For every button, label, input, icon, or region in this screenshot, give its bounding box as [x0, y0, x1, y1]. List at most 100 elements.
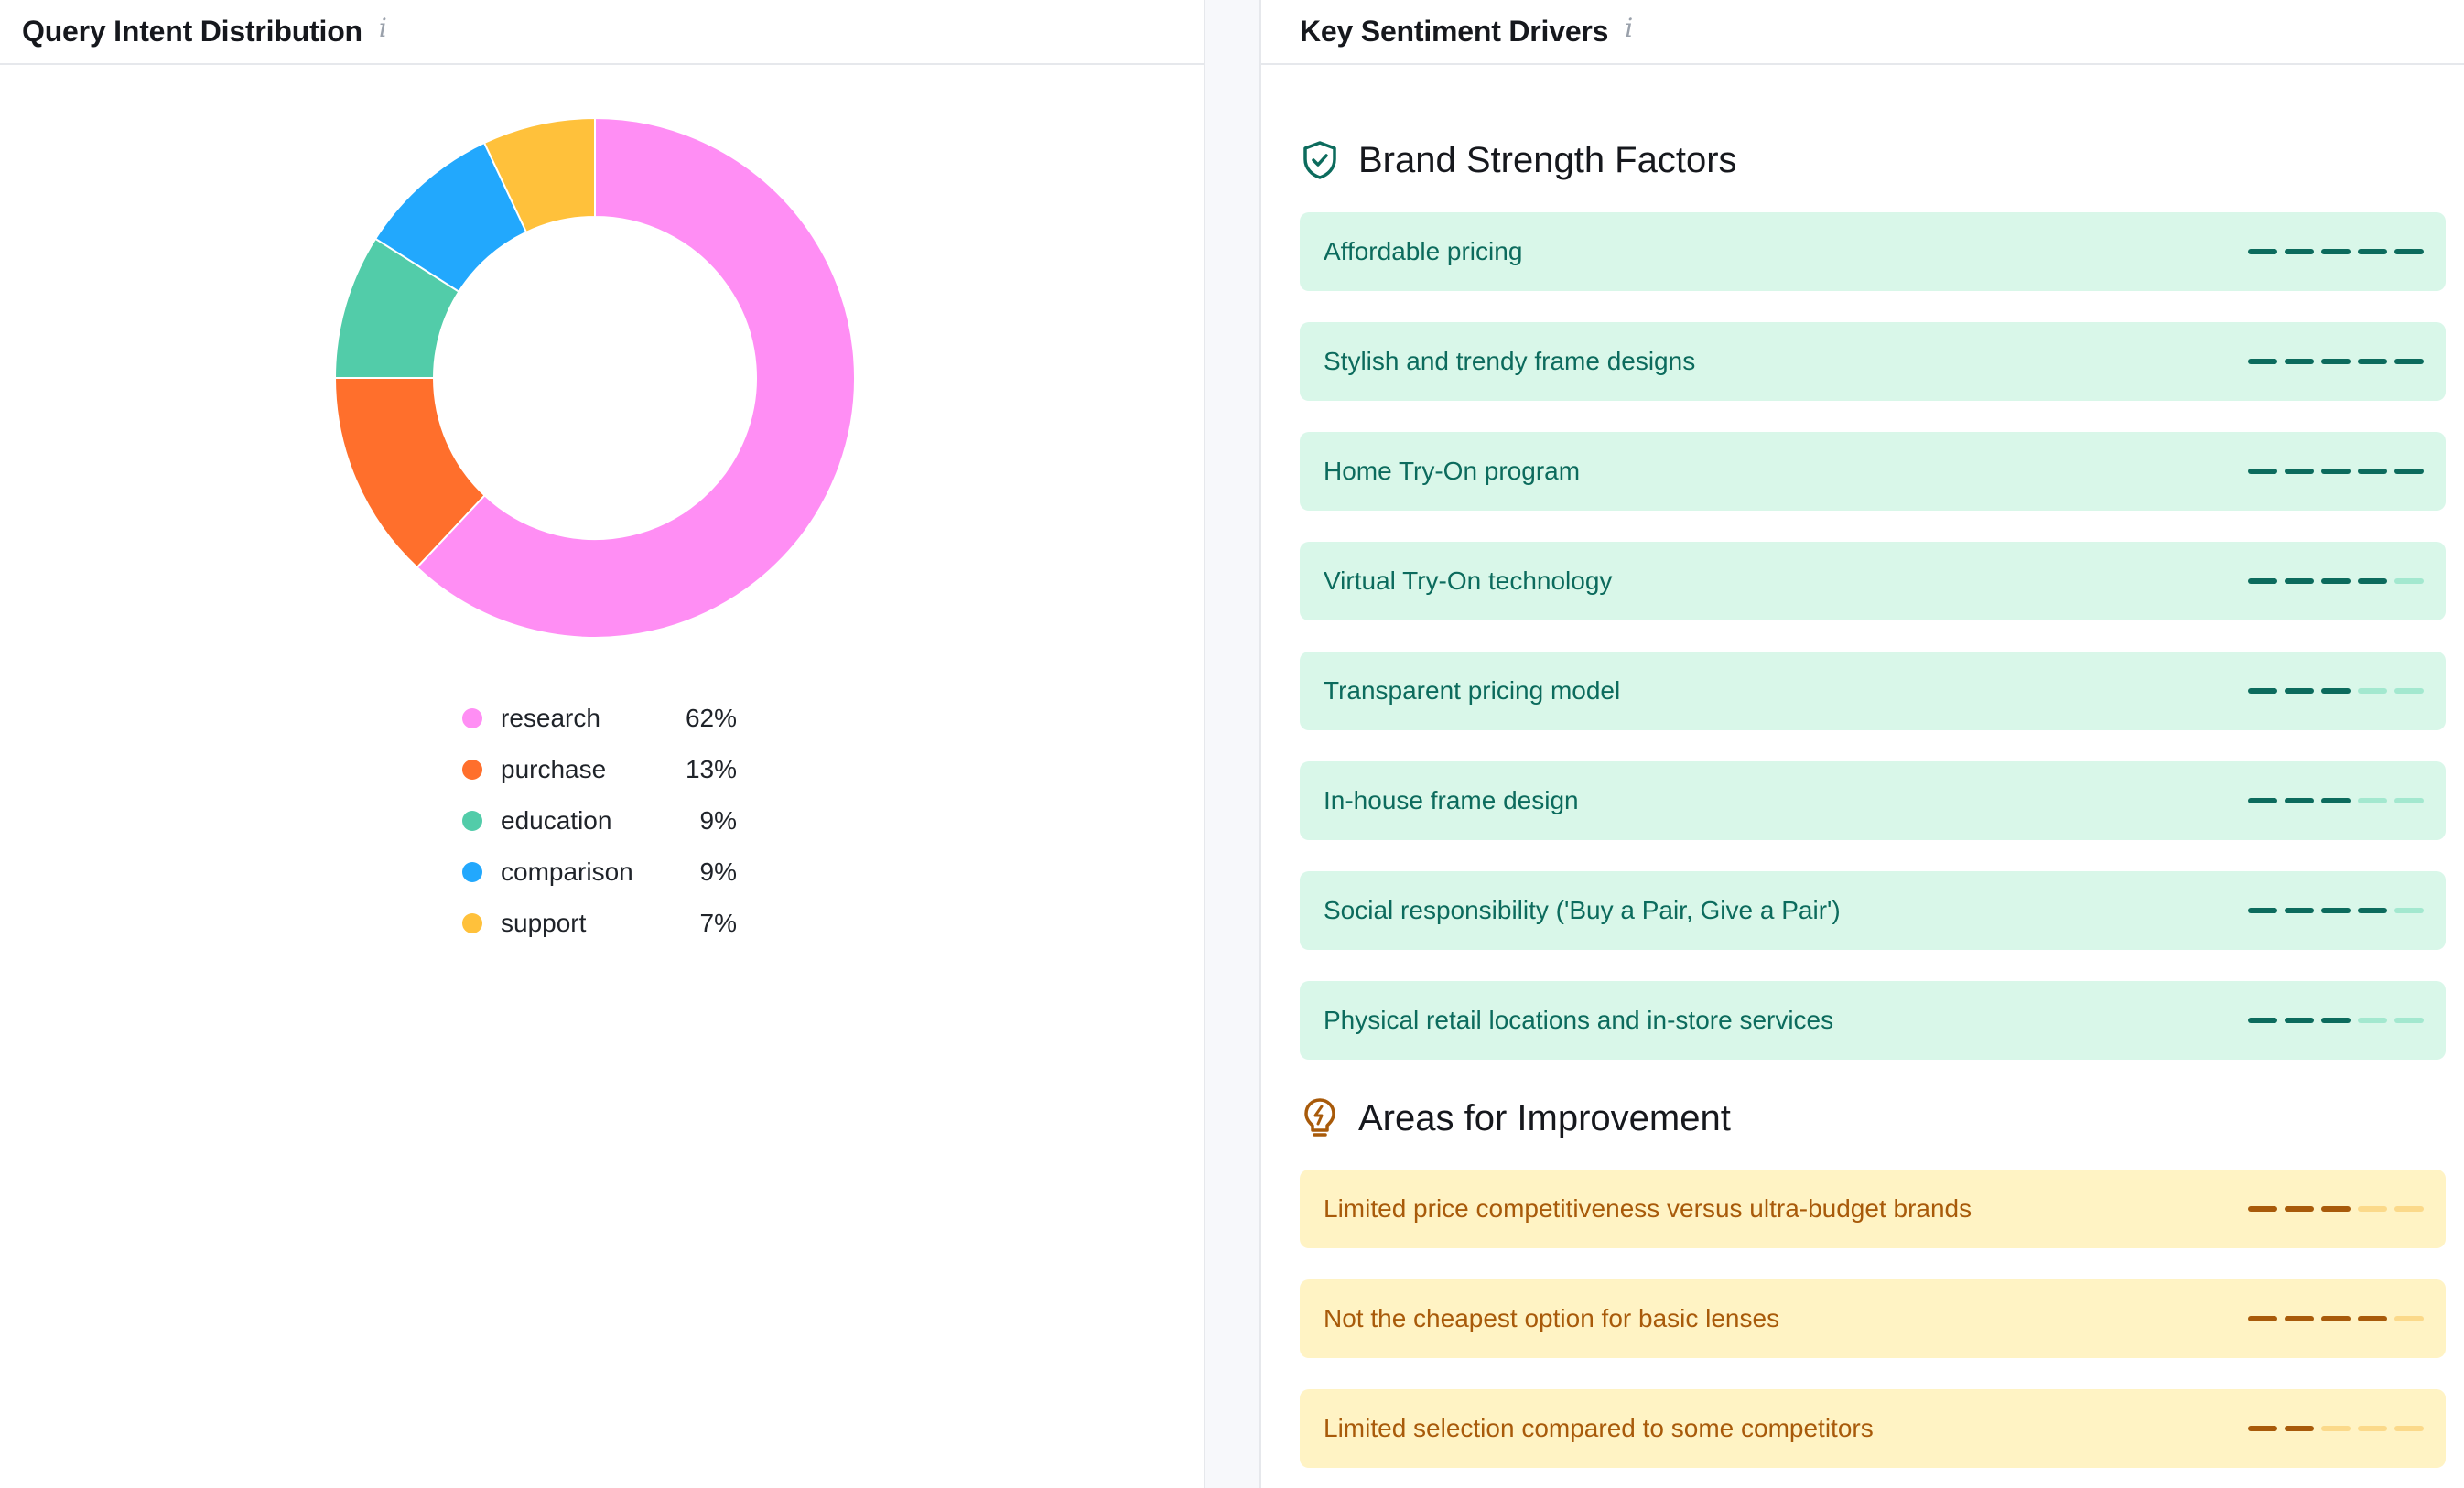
score-indicator	[2248, 1206, 2424, 1212]
score-dash	[2285, 1018, 2314, 1023]
score-dash	[2285, 798, 2314, 803]
improvement-title: Areas for Improvement	[1358, 1097, 1731, 1138]
score-dash	[2394, 798, 2424, 803]
score-dash	[2285, 908, 2314, 913]
legend-dot	[462, 811, 482, 831]
strength-item[interactable]: Social responsibility ('Buy a Pair, Give…	[1300, 871, 2446, 950]
score-indicator	[2248, 359, 2424, 364]
score-dash	[2394, 688, 2424, 694]
strength-item[interactable]: Stylish and trendy frame designs	[1300, 322, 2446, 401]
score-dash	[2248, 578, 2277, 584]
score-dash	[2358, 359, 2387, 364]
improvement-item-label: Limited selection compared to some compe…	[1324, 1414, 1874, 1442]
score-dash	[2248, 1018, 2277, 1023]
strength-item-label: In-house frame design	[1324, 786, 1579, 814]
score-dash	[2358, 469, 2387, 474]
score-dash	[2321, 908, 2351, 913]
chart-legend: research 62% purchase 13% education 9% compari…	[462, 693, 737, 949]
strength-item[interactable]: Affordable pricing	[1300, 212, 2446, 291]
score-dash	[2285, 1206, 2314, 1212]
improvement-item-label: Limited price competitiveness versus ult…	[1324, 1194, 1972, 1223]
score-indicator	[2248, 1426, 2424, 1431]
score-dash	[2285, 249, 2314, 254]
score-dash	[2394, 1018, 2424, 1023]
improvement-item-label: Not the cheapest option for basic lenses	[1324, 1304, 1780, 1332]
score-dash	[2394, 469, 2424, 474]
score-dash	[2248, 1316, 2277, 1321]
score-dash	[2321, 798, 2351, 803]
score-dash	[2248, 1426, 2277, 1431]
sentiment-drivers-header: Key Sentiment Drivers i	[1261, 0, 2464, 65]
score-dash	[2358, 798, 2387, 803]
legend-dot	[462, 913, 482, 933]
improvement-item[interactable]: Limited selection compared to some compe…	[1300, 1389, 2446, 1468]
score-dash	[2358, 1316, 2387, 1321]
strength-item-label: Stylish and trendy frame designs	[1324, 347, 1696, 375]
strength-item-label: Social responsibility ('Buy a Pair, Give…	[1324, 896, 1841, 924]
score-dash	[2248, 688, 2277, 694]
donut-slice-research[interactable]	[416, 116, 856, 639]
legend-item-research[interactable]: research 62%	[462, 693, 737, 744]
legend-label: research	[501, 704, 600, 732]
legend-value: 62%	[685, 704, 737, 732]
score-indicator	[2248, 1316, 2424, 1321]
score-dash	[2285, 469, 2314, 474]
score-dash	[2358, 1206, 2387, 1212]
score-dash	[2285, 578, 2314, 584]
shield-check-icon	[1300, 140, 1340, 180]
sentiment-drivers-card: Key Sentiment Drivers i Brand Strength F…	[1261, 0, 2464, 1488]
score-dash	[2248, 359, 2277, 364]
strength-item[interactable]: Physical retail locations and in-store s…	[1300, 981, 2446, 1060]
strength-item[interactable]: Virtual Try-On technology	[1300, 542, 2446, 620]
donut-slice-support[interactable]	[482, 116, 596, 234]
info-icon[interactable]: i	[378, 12, 387, 43]
legend-value: 13%	[685, 755, 737, 783]
score-dash	[2394, 578, 2424, 584]
score-dash	[2358, 1426, 2387, 1431]
brand-strength-title: Brand Strength Factors	[1358, 139, 1737, 180]
strength-item[interactable]: In-house frame design	[1300, 761, 2446, 840]
sentiment-drivers-title: Key Sentiment Drivers	[1300, 15, 1609, 48]
legend-item-purchase[interactable]: purchase 13%	[462, 744, 737, 795]
info-icon[interactable]: i	[1625, 12, 1634, 43]
score-dash	[2248, 469, 2277, 474]
legend-dot	[462, 760, 482, 780]
score-dash	[2321, 359, 2351, 364]
score-dash	[2321, 578, 2351, 584]
score-indicator	[2248, 1018, 2424, 1023]
legend-item-support[interactable]: support 7%	[462, 898, 737, 949]
improvement-item[interactable]: Limited price competitiveness versus ult…	[1300, 1170, 2446, 1248]
score-dash	[2358, 578, 2387, 584]
score-dash	[2321, 1426, 2351, 1431]
legend-label: purchase	[501, 755, 607, 783]
score-indicator	[2248, 469, 2424, 474]
score-dash	[2394, 359, 2424, 364]
legend-item-comparison[interactable]: comparison 9%	[462, 846, 737, 898]
donut-svg	[333, 116, 856, 639]
legend-label: comparison	[501, 857, 633, 886]
score-dash	[2248, 1206, 2277, 1212]
legend-label: support	[501, 909, 587, 937]
score-indicator	[2248, 798, 2424, 803]
legend-label: education	[501, 806, 612, 835]
strength-item[interactable]: Home Try-On program	[1300, 432, 2446, 511]
improvement-item[interactable]: Not the cheapest option for basic lenses	[1300, 1279, 2446, 1358]
donut-chart	[330, 113, 860, 643]
legend-item-education[interactable]: education 9%	[462, 795, 737, 846]
score-dash	[2248, 908, 2277, 913]
score-dash	[2394, 1316, 2424, 1321]
score-dash	[2358, 1018, 2387, 1023]
score-dash	[2394, 908, 2424, 913]
score-indicator	[2248, 249, 2424, 254]
strength-item-label: Transparent pricing model	[1324, 676, 1621, 705]
score-indicator	[2248, 908, 2424, 913]
score-dash	[2321, 249, 2351, 254]
score-dash	[2248, 249, 2277, 254]
improvement-heading: Areas for Improvement	[1300, 1091, 1731, 1146]
legend-value: 7%	[699, 909, 737, 937]
query-intent-card: Query Intent Distribution i research 62% p…	[0, 0, 1204, 1488]
strength-item[interactable]: Transparent pricing model	[1300, 652, 2446, 730]
query-intent-header: Query Intent Distribution i	[0, 0, 1204, 65]
legend-value: 9%	[699, 806, 737, 835]
